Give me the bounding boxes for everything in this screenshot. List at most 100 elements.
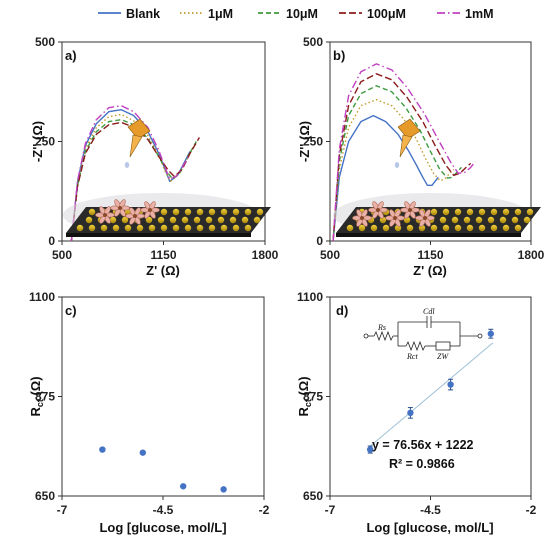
gold-nanoparticle — [475, 216, 483, 224]
y-tick-label-b: 500 — [303, 35, 323, 49]
pipette-tip — [129, 134, 143, 158]
x-tick-label-b: 1800 — [518, 248, 545, 262]
trendline-d — [367, 342, 494, 449]
electrode-edge — [336, 233, 521, 237]
legend-label-0: Blank — [126, 7, 160, 21]
gold-nanoparticle — [85, 216, 93, 224]
y-tick-label-a: 0 — [48, 234, 55, 248]
pipette-body — [397, 118, 421, 140]
x-tick-label-a: 1800 — [252, 248, 279, 262]
enzyme-core — [133, 214, 137, 218]
gold-nanoparticle — [370, 224, 378, 232]
gold-nanoparticle — [148, 224, 156, 232]
data-point-c-2 — [180, 483, 187, 490]
gold-nanoparticle — [502, 208, 510, 216]
equivalent-circuit-diagram — [363, 316, 483, 352]
gold-nanoparticle — [160, 224, 168, 232]
gold-nanoparticle — [439, 216, 447, 224]
gold-nanoparticle — [382, 224, 390, 232]
gold-nanoparticle — [208, 224, 216, 232]
data-point-d-1 — [407, 409, 414, 417]
x-tick-label-c: -2 — [259, 503, 270, 517]
y-tick-label-a: 500 — [35, 35, 55, 49]
gold-nanoparticle — [124, 224, 132, 232]
gold-nanoparticle — [514, 224, 522, 232]
y-axis-label-c: Rct (Ω) — [28, 376, 45, 416]
gold-nanoparticle — [220, 224, 228, 232]
gold-nanoparticle — [112, 224, 120, 232]
enzyme-core — [103, 213, 107, 217]
legend-label-1: 1μM — [208, 7, 233, 21]
gold-nanoparticle — [442, 208, 450, 216]
gold-nanoparticle — [514, 208, 522, 216]
gold-nanoparticle — [406, 224, 414, 232]
enzyme-core — [423, 216, 427, 220]
panel-c-rct-plot: -7 -4.5 -2 650 875 1100 Log [glucose, mol/L] Rc… — [28, 290, 270, 535]
gold-nanoparticle — [196, 208, 204, 216]
gold-nanoparticle — [466, 208, 474, 216]
y-tick-label-b: 0 — [316, 234, 323, 248]
legend-label-2: 10μM — [286, 7, 318, 21]
panel-label-b: b) — [333, 48, 345, 63]
legend-label-3: 100μM — [367, 7, 406, 21]
y-tick-label-c: 1100 — [29, 290, 55, 304]
gold-nanoparticle — [256, 208, 264, 216]
gold-nanoparticle — [478, 224, 486, 232]
y-tick-label-c: 650 — [35, 489, 55, 503]
gold-nanoparticle — [358, 224, 366, 232]
series-line-b-2 — [332, 85, 462, 242]
gold-nanoparticle — [454, 208, 462, 216]
x-tick-label-d: -7 — [325, 503, 336, 517]
gold-nanoparticle — [172, 224, 180, 232]
x-tick-label-a: 500 — [52, 248, 72, 262]
gold-nanoparticle — [523, 216, 531, 224]
gold-nanoparticle — [346, 224, 354, 232]
regression-equation: y = 76.56x + 1222 — [372, 438, 474, 452]
x-tick-label-b: 500 — [320, 248, 340, 262]
gold-nanoparticle — [232, 224, 240, 232]
gold-nanoparticle — [109, 216, 117, 224]
plot-frame-c — [61, 296, 265, 497]
circuit-label-rs: Rs — [377, 323, 386, 332]
gold-nanoparticle — [88, 224, 96, 232]
gold-nanoparticle — [241, 216, 249, 224]
panel-b-nyquist-plot: 500 1150 1800 0 250 500 Z' (Ω) -Z'' (Ω) b) — [297, 35, 545, 278]
gold-nanoparticle — [490, 208, 498, 216]
x-tick-label-a: 1150 — [150, 248, 176, 262]
data-point-d-0 — [367, 446, 374, 453]
enzyme-core — [408, 208, 412, 212]
gold-nanoparticle — [184, 224, 192, 232]
data-point-d-2 — [447, 381, 454, 388]
electrode-edge — [66, 233, 251, 237]
gold-nanoparticle — [454, 224, 462, 232]
enzyme-core — [118, 206, 122, 210]
gold-nanoparticle — [466, 224, 474, 232]
panel-label-a: a) — [65, 48, 77, 63]
gold-nanoparticle — [88, 208, 96, 216]
panel-label-c: c) — [65, 303, 77, 318]
data-point-c-0 — [99, 446, 106, 453]
y-axis-label-a: -Z'' (Ω) — [30, 121, 45, 162]
y-tick-label-b: 250 — [303, 135, 323, 149]
y-axis-label-b: -Z'' (Ω) — [297, 121, 312, 162]
gold-nanoparticle — [490, 224, 498, 232]
electrode-illustration-a — [63, 118, 271, 237]
gold-nanoparticle — [196, 224, 204, 232]
data-point-d-3 — [487, 330, 494, 337]
gold-nanoparticle — [487, 216, 495, 224]
y-tick-label-d: 875 — [303, 390, 323, 404]
gold-nanoparticle — [205, 216, 213, 224]
gold-nanoparticle — [172, 208, 180, 216]
enzyme-core — [393, 216, 397, 220]
gold-nanoparticle — [217, 216, 225, 224]
enzyme-core — [376, 208, 380, 212]
circuit-label-zw: ZW — [437, 352, 449, 361]
gold-nanoparticle — [430, 208, 438, 216]
x-axis-label-d: Log [glucose, mol/L] — [366, 520, 493, 535]
electrode-substrate — [66, 207, 271, 233]
x-axis-label-c: Log [glucose, mol/L] — [99, 520, 226, 535]
gold-nanoparticle — [502, 224, 510, 232]
y-tick-label-d: 650 — [303, 489, 323, 503]
y-tick-label-d: 1100 — [297, 290, 323, 304]
panel-label-d: d) — [336, 303, 348, 318]
